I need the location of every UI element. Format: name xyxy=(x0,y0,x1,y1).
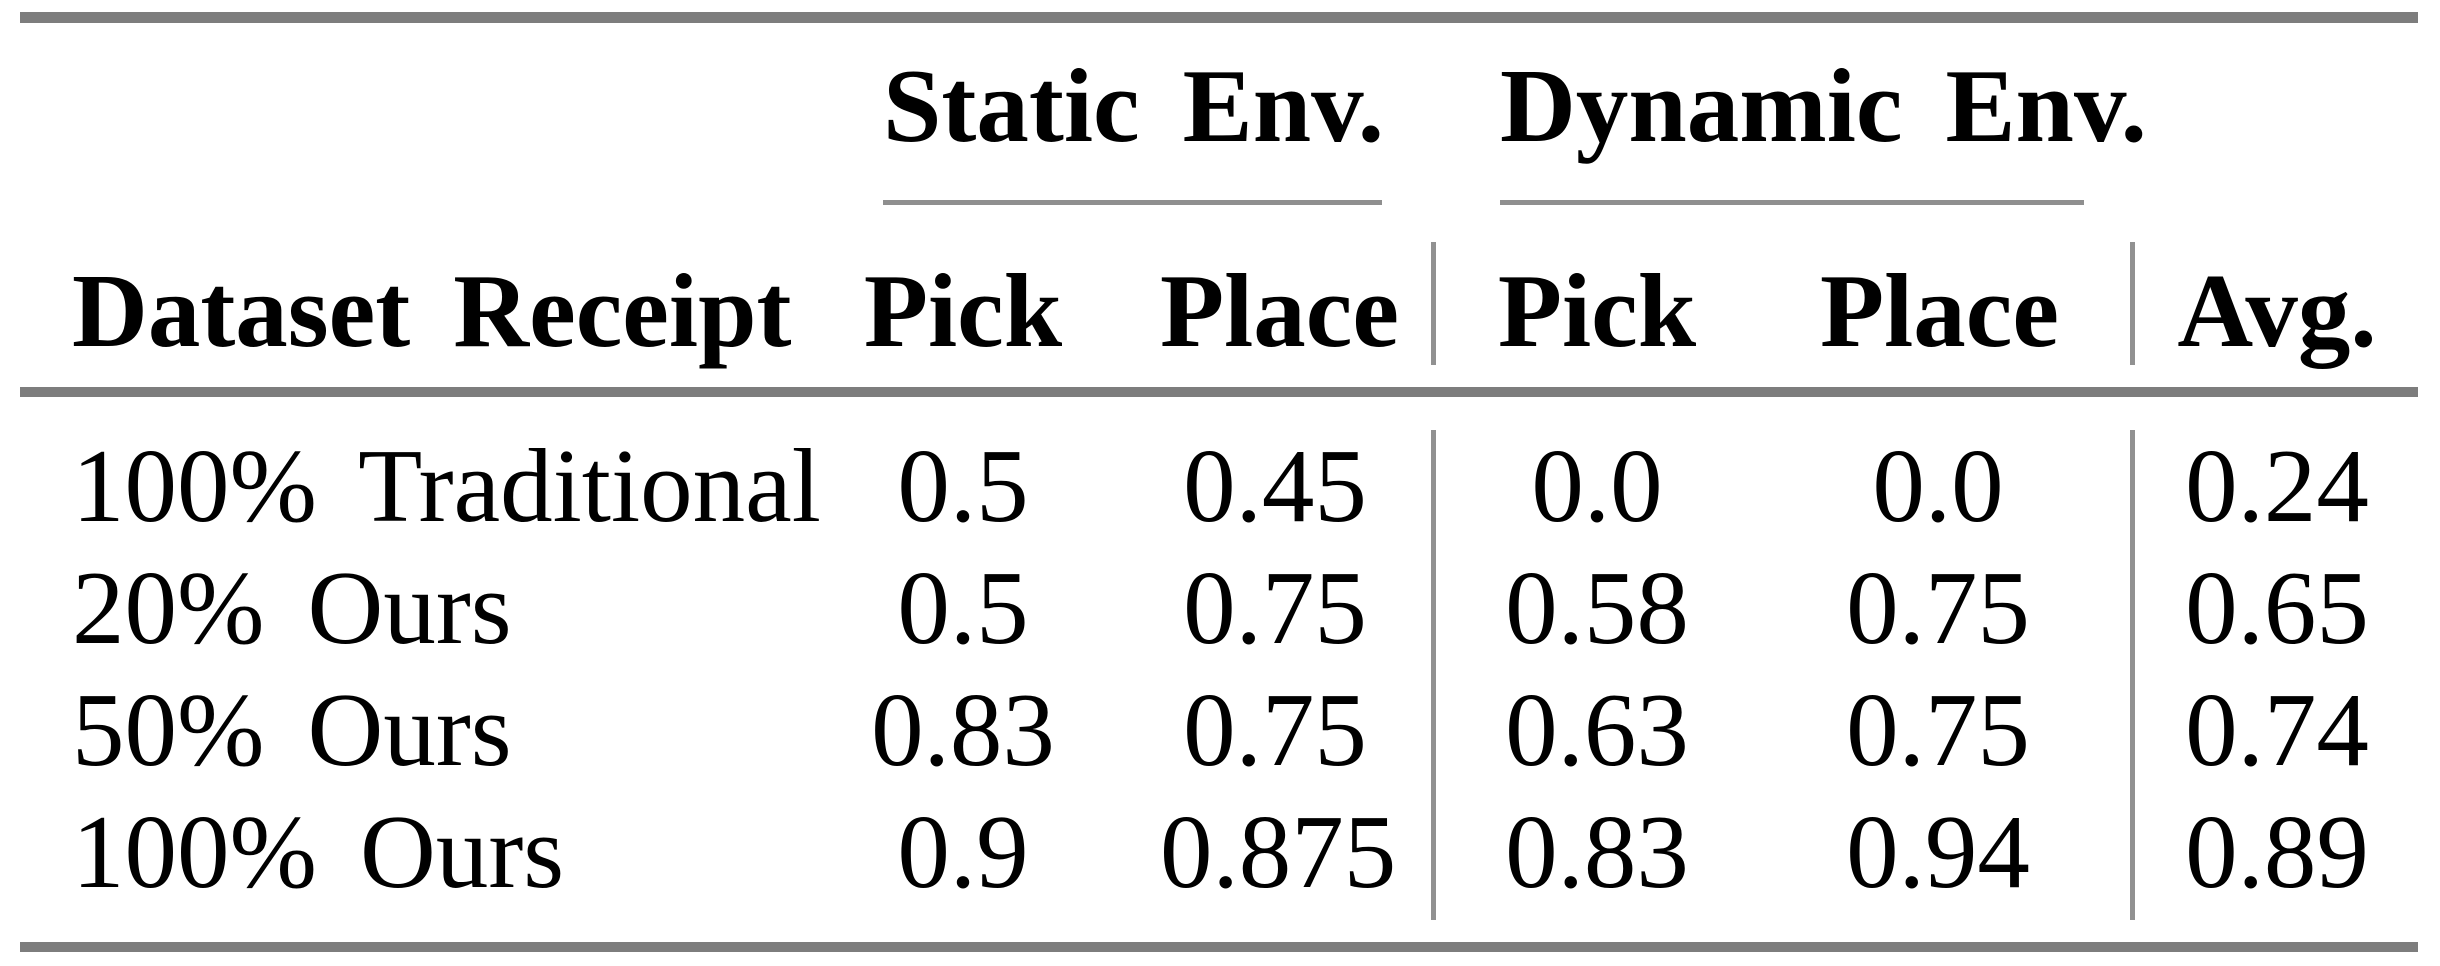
table-cell-static-pick: 0.5 xyxy=(897,549,1029,666)
table-cell-static-place: 0.45 xyxy=(1183,427,1367,544)
group-header-static-env: Static Env. xyxy=(883,47,1385,164)
table-cell-dynamic-place: 0.75 xyxy=(1846,549,2030,666)
table-header-rule xyxy=(20,387,2418,397)
table-bottom-rule xyxy=(20,942,2418,952)
vertical-rule-dynamic-avg-header xyxy=(2130,242,2135,365)
column-header-dataset-receipt: Dataset Receipt xyxy=(72,252,792,369)
vertical-rule-static-dynamic-body xyxy=(1431,430,1436,920)
static-env-underline-rule xyxy=(883,200,1382,205)
table-cell-dynamic-place: 0.94 xyxy=(1846,793,2030,910)
table-cell-dynamic-pick: 0.0 xyxy=(1531,427,1663,544)
table-cell-static-pick: 0.83 xyxy=(871,671,1055,788)
row-label: 100% Ours xyxy=(72,793,565,910)
table-cell-dynamic-pick: 0.63 xyxy=(1505,671,1689,788)
row-label: 50% Ours xyxy=(72,671,512,788)
table-cell-dynamic-place: 0.0 xyxy=(1872,427,2004,544)
table-cell-static-pick: 0.9 xyxy=(897,793,1029,910)
table-cell-static-place: 0.875 xyxy=(1160,793,1397,910)
table-cell-avg: 0.65 xyxy=(2185,549,2369,666)
group-header-dynamic-env: Dynamic Env. xyxy=(1500,47,2147,164)
table-cell-static-place: 0.75 xyxy=(1183,549,1367,666)
column-header-static-place: Place xyxy=(1160,252,1400,369)
table-cell-avg: 0.74 xyxy=(2185,671,2369,788)
table-cell-static-pick: 0.5 xyxy=(897,427,1029,544)
table-top-rule xyxy=(20,12,2418,23)
table-cell-avg: 0.89 xyxy=(2185,793,2369,910)
table-cell-dynamic-place: 0.75 xyxy=(1846,671,2030,788)
vertical-rule-static-dynamic-header xyxy=(1431,242,1436,365)
column-header-dynamic-pick: Pick xyxy=(1497,252,1697,369)
table-cell-dynamic-pick: 0.83 xyxy=(1505,793,1689,910)
column-header-dynamic-place: Place xyxy=(1820,252,2060,369)
row-label: 100% Traditional xyxy=(72,427,821,544)
table-cell-static-place: 0.75 xyxy=(1183,671,1367,788)
column-header-static-pick: Pick xyxy=(863,252,1063,369)
column-header-avg: Avg. xyxy=(2177,252,2377,369)
vertical-rule-dynamic-avg-body xyxy=(2130,430,2135,920)
table-cell-avg: 0.24 xyxy=(2185,427,2369,544)
dynamic-env-underline-rule xyxy=(1500,200,2084,205)
row-label: 20% Ours xyxy=(72,549,512,666)
table-cell-dynamic-pick: 0.58 xyxy=(1505,549,1689,666)
